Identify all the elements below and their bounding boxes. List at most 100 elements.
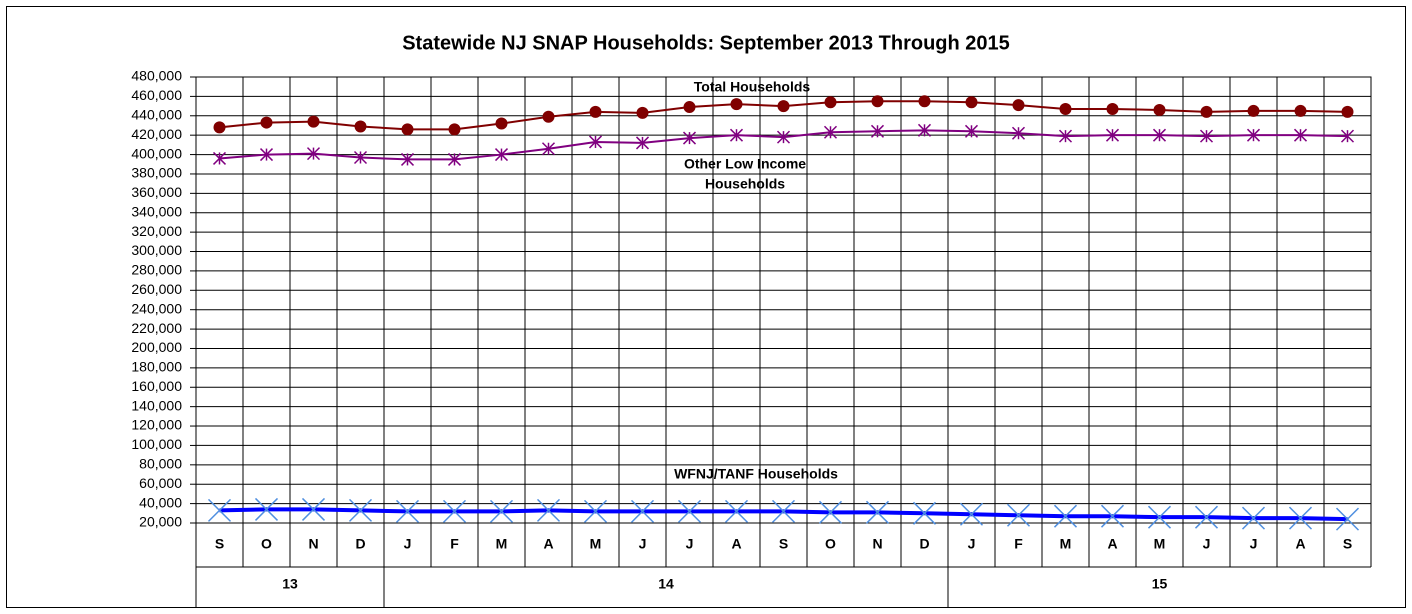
marker-stroke: [301, 497, 326, 521]
marker-stroke: [1288, 506, 1313, 530]
point: [401, 123, 414, 136]
x-tick-label: J: [686, 536, 694, 552]
point: [635, 136, 650, 150]
y-tick-label: 120,000: [131, 417, 182, 433]
point: [1105, 128, 1120, 142]
y-tick-label: 400,000: [131, 145, 182, 161]
x-tick-label: A: [543, 536, 553, 552]
marker-stroke: [536, 498, 561, 522]
point: [1293, 128, 1308, 142]
x-tick-label: S: [779, 536, 788, 552]
point: [1006, 503, 1031, 527]
point: [959, 502, 984, 526]
point: [213, 121, 226, 134]
point: [207, 498, 232, 522]
y-tick-label: 140,000: [131, 397, 182, 413]
x-tick-label: O: [261, 536, 272, 552]
marker-stroke: [489, 499, 514, 523]
x-tick-label: D: [355, 536, 365, 552]
y-tick-label: 220,000: [131, 320, 182, 336]
marker-stroke: [959, 502, 984, 526]
marker-stroke: [442, 499, 467, 523]
marker-stroke: [912, 501, 937, 525]
point: [729, 128, 744, 142]
point: [776, 130, 791, 144]
marker-stroke: [1053, 504, 1078, 528]
point: [447, 152, 462, 166]
x-tick-label: O: [825, 536, 836, 552]
y-tick-label: 300,000: [131, 242, 182, 258]
point: [542, 110, 555, 123]
point: [1106, 102, 1119, 115]
point: [917, 123, 932, 137]
marker-stroke: [1194, 505, 1219, 529]
x-tick-label: A: [731, 536, 741, 552]
annotation: Households: [705, 176, 785, 192]
y-tick-label: 340,000: [131, 203, 182, 219]
point: [677, 499, 702, 523]
marker-stroke: [771, 499, 796, 523]
marker-stroke: [630, 499, 655, 523]
point: [682, 131, 697, 145]
x-tick-label: J: [404, 536, 412, 552]
annotation: WFNJ/TANF Households: [674, 466, 838, 482]
point: [683, 101, 696, 114]
point: [1153, 103, 1166, 116]
point: [1200, 105, 1213, 118]
point: [630, 499, 655, 523]
point: [964, 124, 979, 138]
y-tick-label: 260,000: [131, 281, 182, 297]
point: [871, 95, 884, 108]
point: [212, 151, 227, 165]
point: [536, 498, 561, 522]
point: [259, 148, 274, 162]
y-tick-label: 320,000: [131, 223, 182, 239]
point: [724, 499, 749, 523]
point: [348, 498, 373, 522]
point: [1288, 506, 1313, 530]
marker-stroke: [395, 499, 420, 523]
x-tick-label: F: [450, 536, 459, 552]
y-tick-label: 100,000: [131, 436, 182, 452]
y-tick-label: 280,000: [131, 262, 182, 278]
y-tick-label: 480,000: [131, 68, 182, 84]
point: [771, 499, 796, 523]
point: [1247, 104, 1260, 117]
point: [301, 497, 326, 521]
point: [1199, 129, 1214, 143]
marker-stroke: [254, 497, 279, 521]
point: [1335, 507, 1360, 531]
point: [1152, 128, 1167, 142]
point: [1012, 99, 1025, 112]
marker-stroke: [583, 499, 608, 523]
point: [636, 106, 649, 119]
y-tick-label: 80,000: [139, 456, 182, 472]
point: [400, 152, 415, 166]
point: [442, 499, 467, 523]
annotation: Total Households: [694, 79, 811, 95]
point: [1294, 104, 1307, 117]
y-tick-label: 460,000: [131, 87, 182, 103]
x-tick-label: A: [1295, 536, 1305, 552]
x-tick-label: A: [1107, 536, 1117, 552]
x-tick-label: J: [1203, 536, 1211, 552]
point: [865, 500, 890, 524]
marker-stroke: [1100, 504, 1125, 528]
y-tick-label: 40,000: [139, 494, 182, 510]
x-tick-label: J: [1250, 536, 1258, 552]
point: [777, 100, 790, 113]
x-tick-label: N: [308, 536, 318, 552]
point: [1011, 126, 1026, 140]
chart-title: Statewide NJ SNAP Households: September …: [402, 32, 1010, 54]
point: [823, 125, 838, 139]
year-label: 15: [1152, 576, 1168, 592]
point: [353, 150, 368, 165]
point: [354, 120, 367, 133]
x-tick-label: J: [639, 536, 647, 552]
point: [589, 105, 602, 118]
point: [1100, 504, 1125, 528]
point: [818, 500, 843, 524]
point: [1246, 128, 1261, 142]
x-tick-label: F: [1014, 536, 1023, 552]
